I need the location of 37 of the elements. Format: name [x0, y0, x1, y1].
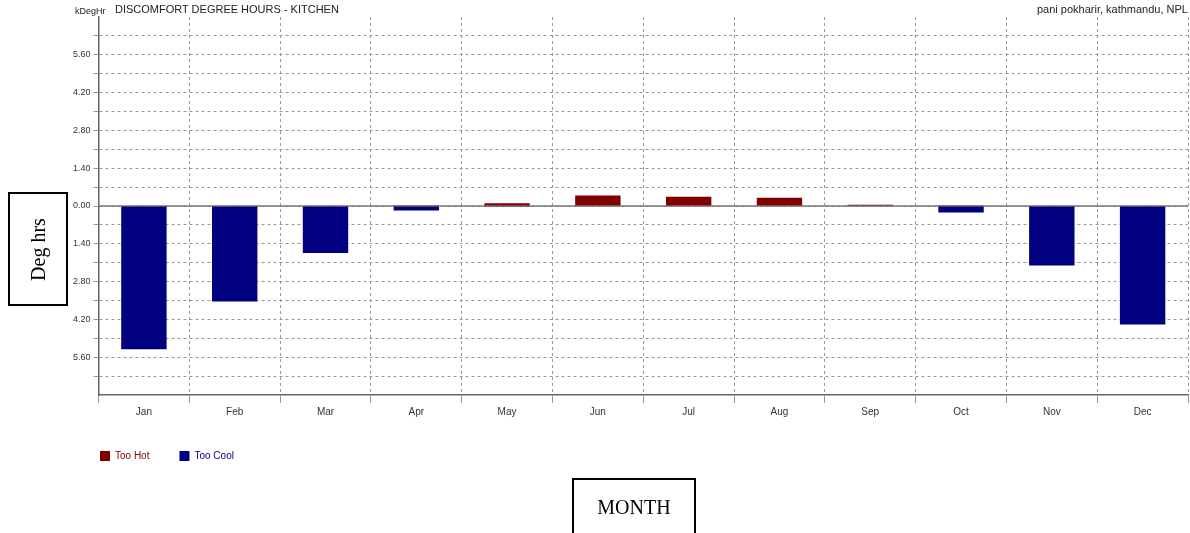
bar [575, 195, 621, 206]
y-tick-label: 1.40 [72, 238, 91, 249]
x-tick-label: Aug [770, 405, 789, 417]
bar [665, 196, 712, 206]
y-tick-label: 0.00 [72, 200, 91, 211]
x-tick-label: Sep [861, 405, 880, 417]
bar [756, 197, 803, 206]
x-axis-title: MONTH [572, 478, 696, 533]
chart-title: DISCOMFORT DEGREE HOURS - KITCHEN [115, 3, 339, 15]
y-tick-label: 5.60 [72, 49, 91, 60]
bar [121, 206, 167, 350]
x-tick-label: Jul [682, 405, 696, 417]
bar [1119, 206, 1166, 325]
x-tick-label: Mar [316, 405, 335, 417]
bar [393, 206, 439, 211]
y-tick-label: 4.20 [72, 87, 91, 98]
x-tick-label: Dec [1133, 405, 1152, 417]
y-tick-label: 1.40 [72, 162, 91, 173]
y-axis-title: Deg hrs [26, 217, 50, 281]
legend-label: Too Cool [194, 449, 234, 461]
y-tick-label: 5.60 [72, 351, 91, 362]
bar [302, 206, 349, 253]
x-tick-label: May [497, 405, 517, 417]
x-tick-label: Oct [953, 405, 970, 417]
x-tick-label: Nov [1042, 405, 1061, 417]
y-tick-label: 2.80 [72, 124, 91, 135]
bar [212, 206, 258, 302]
x-tick-label: Jun [589, 405, 606, 417]
x-tick-label: Feb [226, 405, 244, 417]
text: kDegHr [75, 6, 106, 16]
bar [1029, 206, 1075, 266]
chart-subtitle: pani pokharir, kathmandu, NPL [1036, 3, 1188, 15]
legend-label: Too Hot [115, 449, 150, 461]
x-tick-label: Apr [408, 405, 425, 417]
y-tick-label: 2.80 [72, 276, 91, 287]
x-tick-label: Jan [135, 405, 152, 417]
y-tick-label: 4.20 [72, 313, 91, 324]
